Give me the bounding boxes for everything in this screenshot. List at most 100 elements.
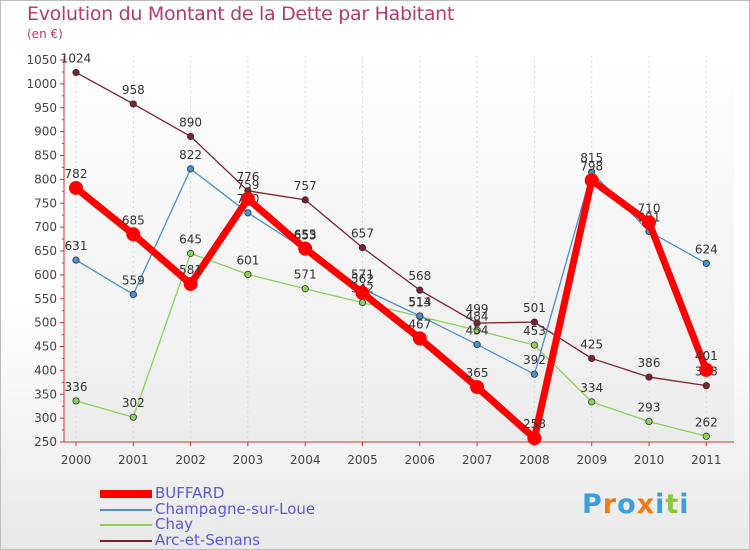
data-label: 334 <box>580 381 603 395</box>
data-label: 453 <box>523 324 546 338</box>
x-tick-label: 2003 <box>233 453 264 467</box>
data-point <box>129 413 137 421</box>
data-label: 757 <box>294 179 317 193</box>
data-label: 513 <box>408 295 431 309</box>
data-label: 782 <box>65 167 88 181</box>
data-point <box>588 398 596 406</box>
legend-label: Arc-et-Senans <box>155 530 261 549</box>
chart-title: Evolution du Montant de la Dette par Hab… <box>27 3 455 25</box>
data-label: 890 <box>179 115 202 129</box>
data-point <box>69 180 83 195</box>
data-label: 258 <box>523 417 546 431</box>
series-line-buffard <box>72 176 710 442</box>
data-point <box>702 382 710 390</box>
data-point <box>645 373 653 381</box>
legend-swatch <box>100 508 152 511</box>
data-label: 601 <box>236 253 259 267</box>
y-tick-label: 900 <box>34 125 57 139</box>
y-tick-label: 500 <box>34 316 57 330</box>
data-point <box>645 417 653 426</box>
data-label: 685 <box>122 213 145 227</box>
data-label: 501 <box>523 301 546 315</box>
x-tick-label: 2009 <box>576 453 607 467</box>
data-point <box>187 132 195 140</box>
data-point <box>530 318 539 326</box>
data-label: 581 <box>179 263 202 277</box>
x-tick-label: 2005 <box>347 453 378 467</box>
legend-item: Arc-et-Senans <box>100 531 260 549</box>
data-point <box>244 209 252 217</box>
y-tick-label: 450 <box>34 340 57 354</box>
y-tick-label: 1050 <box>26 53 57 67</box>
legend-item: Chay <box>100 515 193 533</box>
series-line-chay <box>75 252 707 437</box>
y-tick-label: 250 <box>34 435 57 449</box>
data-point <box>240 191 255 206</box>
data-point <box>129 290 137 299</box>
data-point <box>301 285 309 293</box>
x-tick-label: 2006 <box>405 453 436 467</box>
data-point <box>129 100 137 108</box>
legend-swatch <box>100 524 152 526</box>
x-tick-label: 2002 <box>175 453 206 467</box>
data-label: 392 <box>523 353 546 367</box>
data-label: 262 <box>695 415 718 429</box>
x-tick-label: 2010 <box>634 453 665 467</box>
data-label: 568 <box>408 269 431 283</box>
logo-letter: P <box>582 489 603 520</box>
data-label: 759 <box>236 178 259 192</box>
y-tick-label: 550 <box>34 292 57 306</box>
data-point <box>699 362 714 377</box>
data-label: 631 <box>65 239 88 253</box>
y-tick-label: 600 <box>34 268 57 282</box>
data-label: 425 <box>580 337 603 351</box>
data-point <box>530 370 539 378</box>
data-point <box>416 312 424 320</box>
series-line-champagne-sur-loue <box>75 168 707 375</box>
logo-letter: i <box>679 489 690 520</box>
y-tick-label: 300 <box>34 411 57 425</box>
x-tick-label: 2001 <box>118 453 149 467</box>
y-tick-label: 800 <box>34 172 57 186</box>
data-label: 798 <box>580 159 603 173</box>
data-label: 655 <box>294 228 317 242</box>
data-label: 624 <box>695 242 718 256</box>
data-label: 562 <box>351 272 374 286</box>
legend-label: BUFFARD <box>155 484 225 502</box>
y-tick-label: 850 <box>34 149 57 163</box>
chart-subtitle: (en €) <box>27 27 63 41</box>
data-point <box>72 68 80 77</box>
data-point <box>584 173 599 188</box>
data-label: 514 <box>408 295 431 309</box>
y-tick-label: 950 <box>34 101 57 115</box>
logo-letter: i <box>655 489 666 520</box>
logo-letter: x <box>636 489 656 520</box>
data-point <box>244 270 252 278</box>
data-point <box>473 326 481 334</box>
data-point <box>298 241 313 256</box>
data-point <box>72 256 80 264</box>
data-point <box>358 298 367 307</box>
data-point <box>412 331 427 346</box>
x-tick-label: 2011 <box>691 453 722 467</box>
data-point <box>187 165 195 173</box>
y-tick-label: 1000 <box>26 77 57 91</box>
legend-item: BUFFARD <box>100 484 224 502</box>
data-label: 571 <box>294 268 317 282</box>
data-label: 559 <box>122 273 145 287</box>
data-label: 710 <box>638 201 661 215</box>
data-point <box>187 249 195 257</box>
logo-letter: r <box>602 489 618 520</box>
y-tick-label: 650 <box>34 244 57 258</box>
data-label: 386 <box>638 356 661 370</box>
legend-label: Chay <box>155 515 194 533</box>
proxiti-logo: Proxiti <box>582 489 690 520</box>
data-point <box>416 286 424 294</box>
data-label: 815 <box>580 151 603 165</box>
y-tick-label: 750 <box>34 196 57 210</box>
data-point <box>355 286 370 301</box>
data-point <box>702 259 710 268</box>
data-label: 822 <box>179 148 202 162</box>
data-label: 401 <box>695 349 718 363</box>
